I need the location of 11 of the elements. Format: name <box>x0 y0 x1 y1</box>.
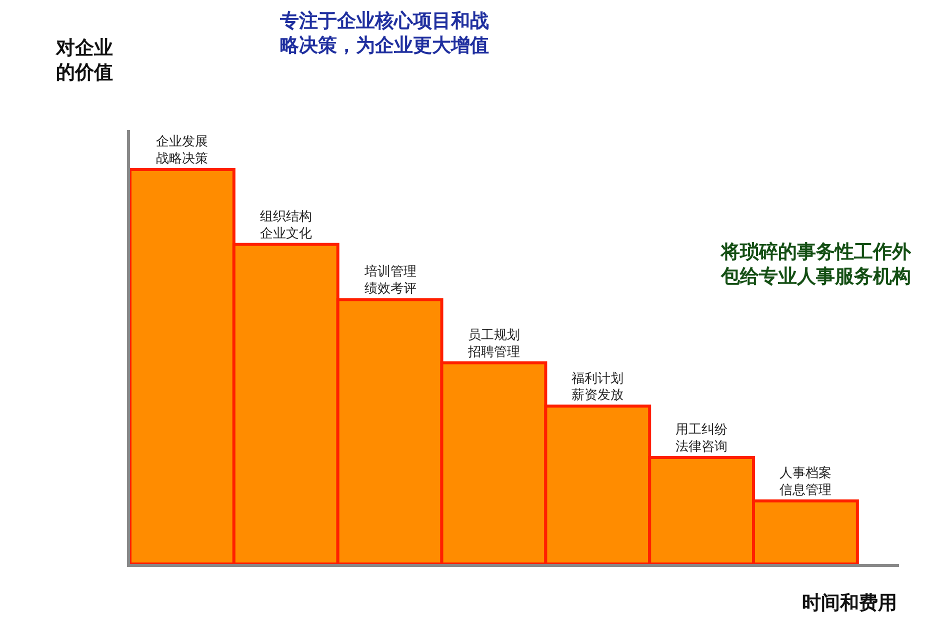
x-tick-label: 福利计划薪资发放 <box>572 371 624 404</box>
y-axis-title: 对企业的价值 <box>55 37 113 84</box>
x-tick-label: 组织结构企业文化 <box>260 210 312 242</box>
x-tick-label: 人事档案信息管理 <box>779 464 832 498</box>
x-axis-title: 时间和费用 <box>802 592 897 614</box>
x-tick-label: 企业发展战略决策 <box>156 134 208 166</box>
annotation: 将琐碎的事务性工作外包给专业人事服务机构 <box>720 241 912 288</box>
x-tick-label: 员工规划招聘管理 <box>467 328 520 360</box>
x-tick-label: 用工纠纷法律咨询 <box>676 422 728 454</box>
x-tick-label: 培训管理绩效考评 <box>363 264 416 297</box>
text: 专注于企业核心项目和战略决策，为企业更大增值 <box>279 10 489 57</box>
